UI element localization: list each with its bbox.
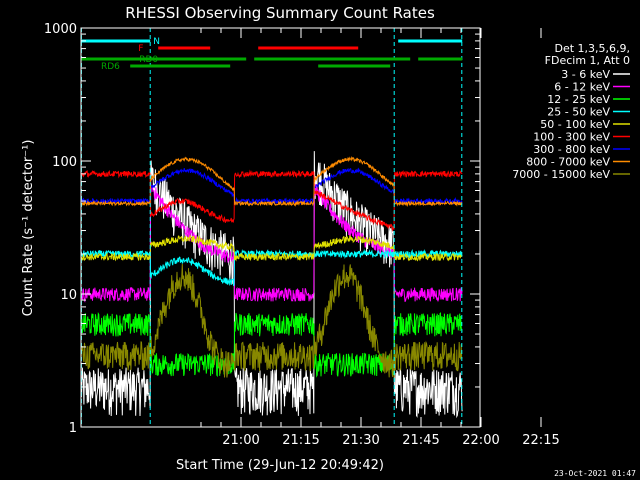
- legend-header: Det 1,3,5,6,9,: [554, 42, 630, 55]
- legend-label: 25 - 50 keV: [547, 106, 610, 119]
- flag-label: RD0: [139, 55, 158, 65]
- legend-label: 300 - 800 keV: [533, 143, 610, 156]
- series-line-800-7000-: [80, 155, 463, 208]
- y-axis-label: Count Rate (s⁻¹ detector⁻¹): [21, 140, 36, 317]
- legend-label: 12 - 25 keV: [547, 93, 610, 106]
- legend-label: 100 - 300 keV: [533, 131, 610, 144]
- series-line-100-300-: [80, 169, 463, 232]
- legend-label: 6 - 12 keV: [554, 81, 610, 94]
- x-tick-label: 21:30: [342, 433, 379, 448]
- timestamp: 23-Oct-2021 01:47: [554, 469, 636, 478]
- series-line-300-800-: [80, 167, 463, 206]
- series-line-50-100-: [80, 234, 463, 262]
- chart-title: RHESSI Observing Summary Count Rates: [125, 4, 435, 22]
- legend-label: 50 - 100 keV: [540, 118, 610, 131]
- x-tick-label: 21:00: [222, 433, 259, 448]
- legend-label: 3 - 6 keV: [561, 68, 610, 81]
- x-tick-label: 21:15: [282, 433, 319, 448]
- x-axis-label: Start Time (29-Jun-12 20:49:42): [176, 458, 384, 473]
- y-axis: 1 10 100 1000: [44, 22, 480, 436]
- x-tick-label: 21:45: [402, 433, 439, 448]
- flag-label: RD6: [101, 62, 120, 72]
- series-line-3-6-: [80, 151, 463, 419]
- x-tick-label: 22:00: [462, 433, 499, 448]
- legend-label: 800 - 7000 keV: [526, 156, 610, 169]
- y-tick-label: 1000: [44, 22, 77, 37]
- legend-label: 7000 - 15000 keV: [512, 168, 610, 181]
- x-axis: 21:00 21:15 21:30 21:45 22:00 22:15: [200, 28, 560, 448]
- y-tick-label: 10: [60, 288, 77, 303]
- legend: Det 1,3,5,6,9,FDecim 1, Att 03 - 6 keV6 …: [512, 42, 630, 181]
- x-tick-label: 22:15: [522, 433, 559, 448]
- series-line-12-25-: [80, 312, 463, 378]
- y-tick-label: 100: [52, 155, 77, 170]
- y-tick-label: 1: [69, 421, 77, 436]
- flag-label: N: [153, 37, 160, 47]
- flag-label: F: [138, 44, 143, 54]
- series-line-7000-15000-: [80, 263, 463, 378]
- series-line-6-12-: [80, 179, 463, 303]
- legend-header: FDecim 1, Att 0: [545, 54, 630, 67]
